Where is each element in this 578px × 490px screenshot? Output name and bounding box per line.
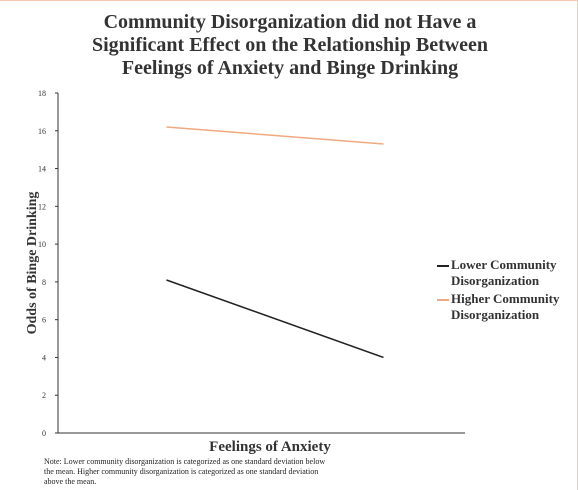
y-tick-label: 14 bbox=[38, 165, 46, 174]
y-tick-label: 16 bbox=[38, 127, 46, 136]
legend: Lower Community Disorganization Higher Co… bbox=[437, 257, 577, 325]
legend-swatch bbox=[437, 299, 449, 301]
y-tick-label: 6 bbox=[42, 316, 46, 325]
legend-swatch bbox=[437, 265, 449, 267]
y-tick-label: 12 bbox=[38, 202, 46, 211]
legend-label: Higher Community Disorganization bbox=[451, 291, 560, 322]
legend-item: Higher Community Disorganization bbox=[437, 291, 577, 323]
chart-title: Community Disorganization did not Have a… bbox=[91, 11, 489, 79]
series-line bbox=[166, 126, 384, 145]
legend-item: Lower Community Disorganization bbox=[437, 257, 577, 289]
y-tick-label: 18 bbox=[38, 89, 46, 98]
y-tick-label: 4 bbox=[42, 353, 46, 362]
series-line bbox=[166, 279, 384, 359]
legend-label: Lower Community Disorganization bbox=[451, 257, 557, 288]
y-tick-label: 2 bbox=[42, 391, 46, 400]
y-tick-label: 0 bbox=[42, 429, 46, 438]
y-tick-label: 10 bbox=[38, 240, 46, 249]
x-axis-label: Feelings of Anxiety bbox=[209, 439, 331, 455]
y-axis-label: Odds of Binge Drinking bbox=[25, 192, 40, 335]
note: Note: Lower community disorganization is… bbox=[44, 457, 326, 486]
y-tick-label: 8 bbox=[42, 278, 46, 287]
